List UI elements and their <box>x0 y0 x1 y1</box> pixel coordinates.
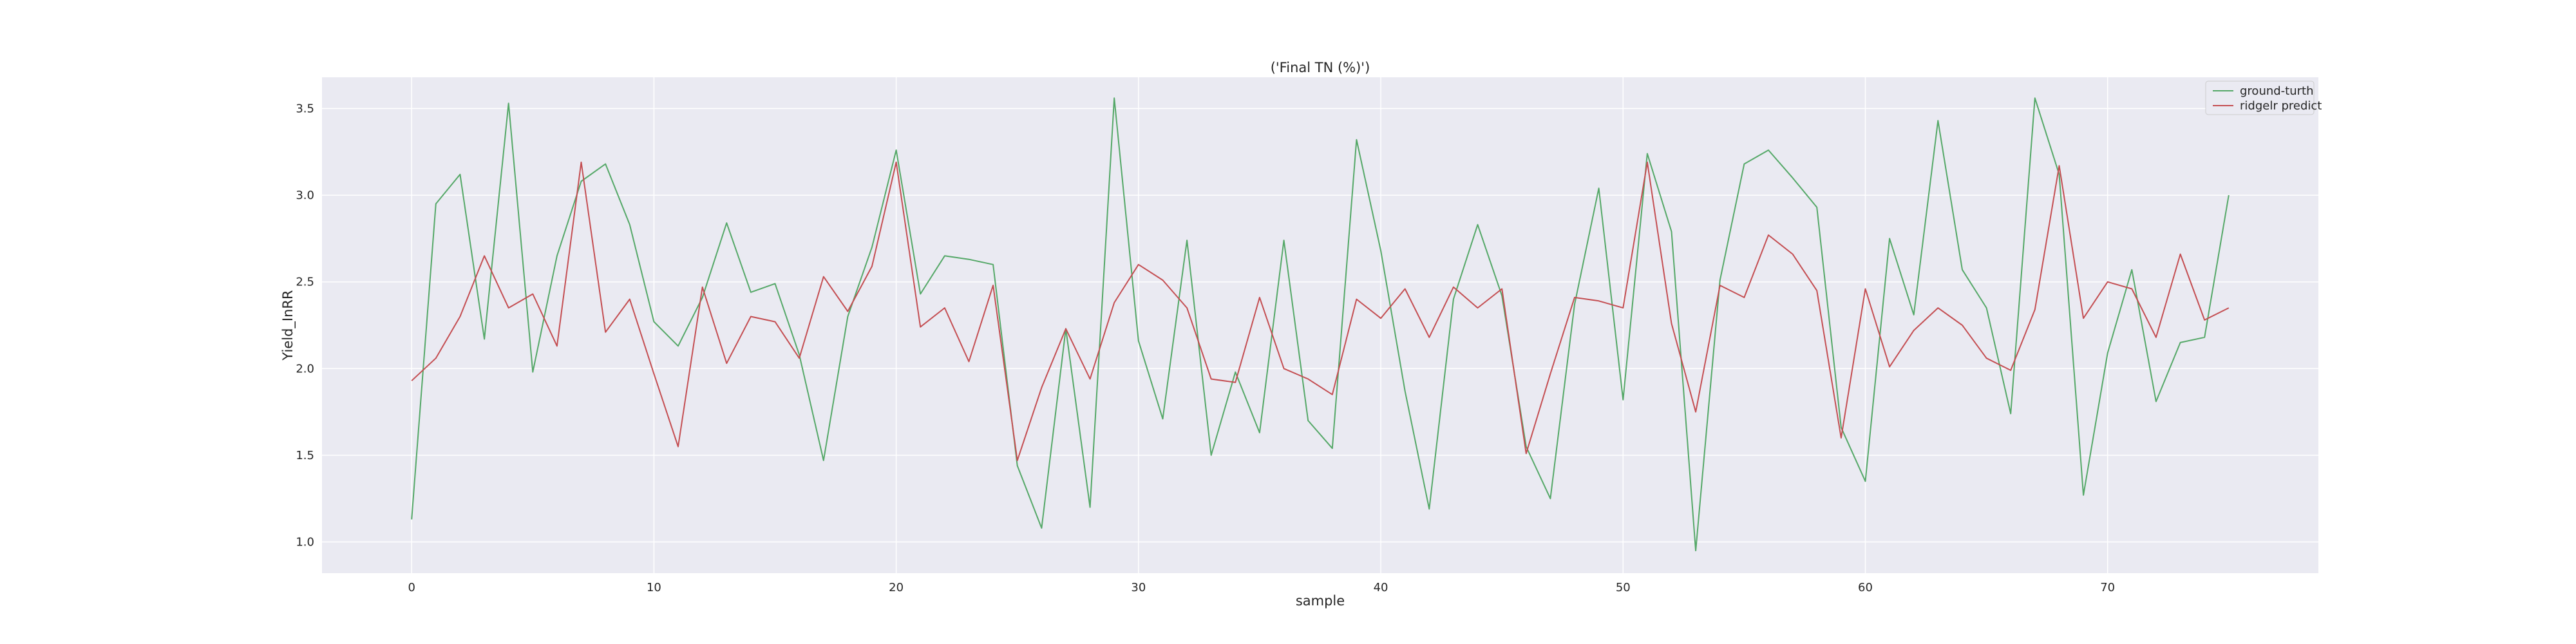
series-line-ground-turth <box>411 97 2230 551</box>
x-tick-label: 70 <box>2100 581 2115 594</box>
x-tick-label: 30 <box>1131 581 1146 594</box>
plot-background <box>322 77 2318 573</box>
y-tick-label: 2.5 <box>296 276 314 289</box>
y-tick-label: 1.5 <box>296 449 314 462</box>
x-tick-label: 10 <box>647 581 661 594</box>
series-lines <box>411 97 2230 551</box>
x-tick-label: 60 <box>1858 581 1873 594</box>
y-tick-label: 3.5 <box>296 102 314 115</box>
chart-title: ('Final TN (%)') <box>1271 60 1370 75</box>
x-axis-title: sample <box>1296 593 1345 609</box>
y-axis-title: Yield_InRR <box>280 290 296 361</box>
legend: ground-turth ridgelr predict <box>2205 80 2322 115</box>
x-tick-label: 50 <box>1616 581 1631 594</box>
x-tick-label: 0 <box>408 581 415 594</box>
series-line-ridgelr-predict <box>411 161 2230 461</box>
grid <box>322 77 2318 573</box>
y-tick-label: 2.0 <box>296 362 314 375</box>
y-tick-label: 3.0 <box>296 189 314 202</box>
x-tick-label: 40 <box>1374 581 1388 594</box>
legend-label-ground-turth: ground-turth <box>2240 84 2314 98</box>
x-tick-label: 20 <box>889 581 904 594</box>
legend-label-ridgelr-predict: ridgelr predict <box>2240 99 2322 113</box>
y-tick-labels: 1.0 1.5 2.0 2.5 3.0 3.5 <box>296 102 314 549</box>
y-tick-label: 1.0 <box>296 536 314 549</box>
x-tick-labels: 0 10 20 30 40 50 60 70 <box>408 581 2115 594</box>
